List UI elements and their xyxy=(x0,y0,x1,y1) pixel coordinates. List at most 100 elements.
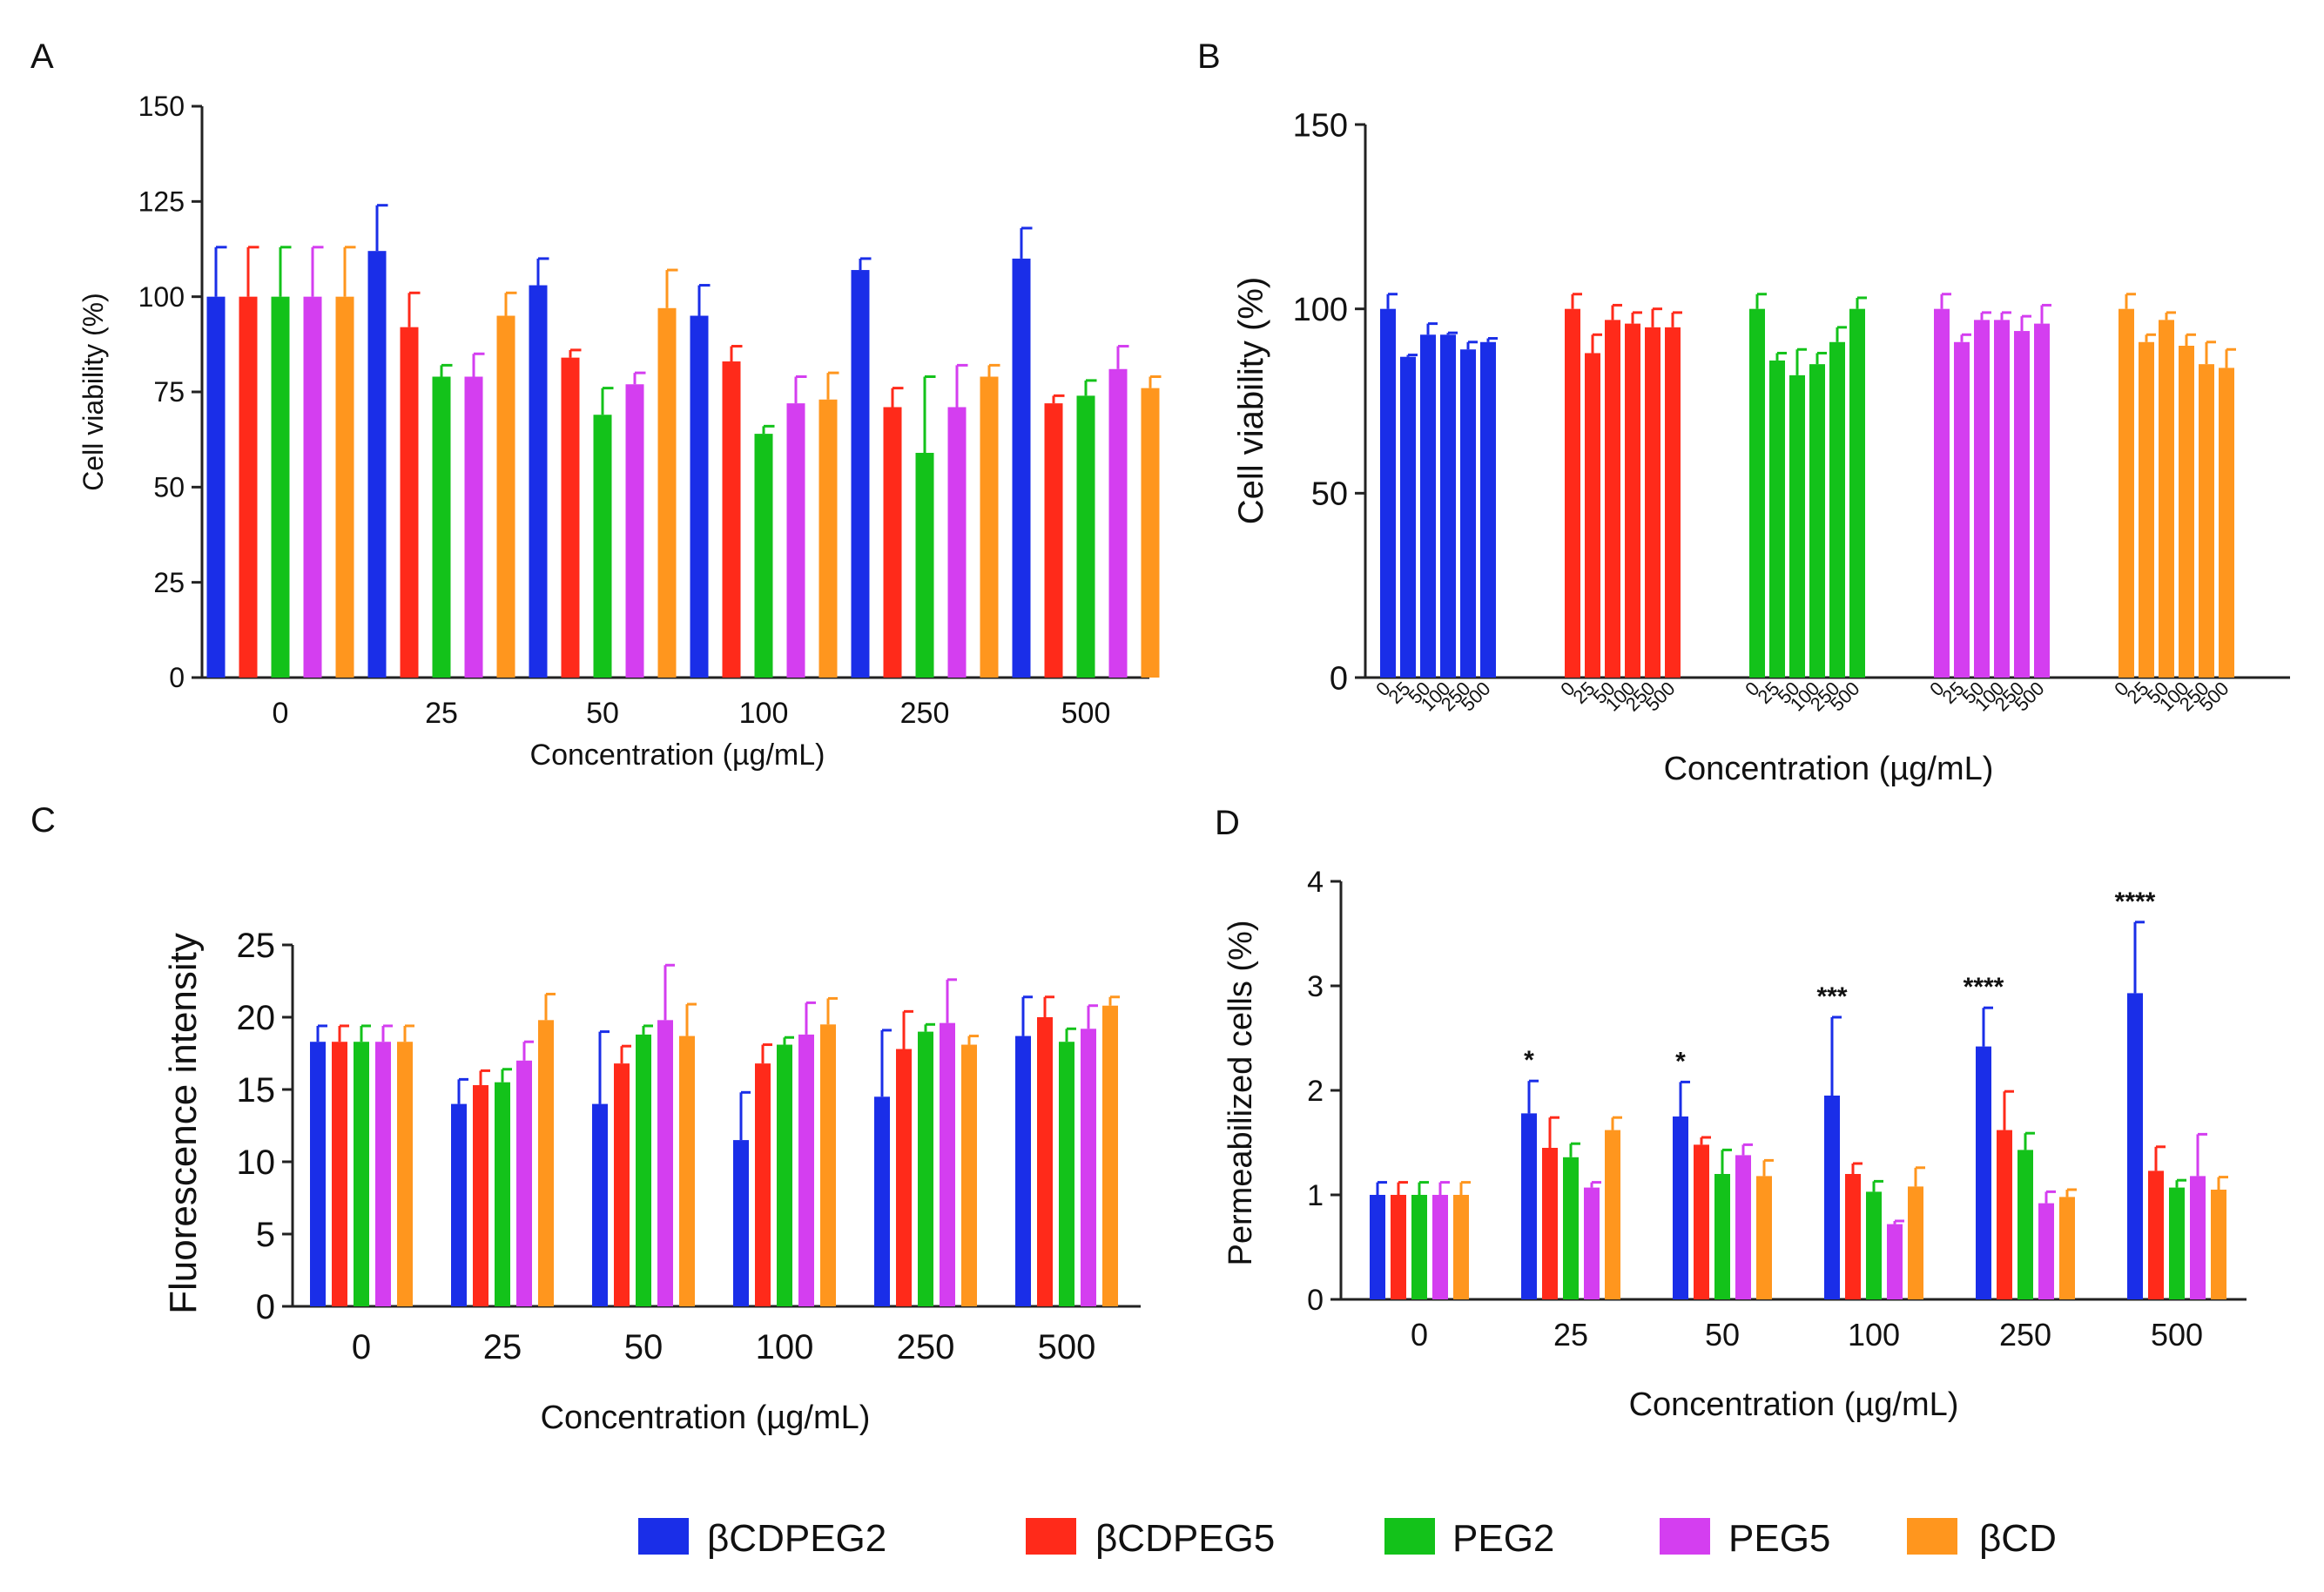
panel-c-bar-s1-c3 xyxy=(755,1063,771,1306)
panel-a-x-ticks: 0 25 50 100 250 500 xyxy=(273,697,1111,730)
panel-b-bar-s2-c4 xyxy=(1829,341,1845,678)
panel-d-x-tick-label-3: 100 xyxy=(1848,1317,1900,1353)
panel-b-y-tick-label-3: 150 xyxy=(1293,107,1348,144)
panel-c-y-tick-label-4: 20 xyxy=(237,999,276,1037)
panel-d-bar-s3-c1 xyxy=(1584,1187,1600,1299)
panel-a-bar-s1-c4 xyxy=(883,407,902,678)
panel-d-bar-s1-c5 xyxy=(2148,1170,2164,1299)
panel-d-significance-4: **** xyxy=(1964,973,2004,1002)
panel-d-bar-s4-c3 xyxy=(1908,1186,1923,1299)
panel-a-x-tick-label-1: 25 xyxy=(425,697,458,730)
panel-a-bar-s1-c1 xyxy=(400,327,419,678)
panel-b-bar-s1-c5 xyxy=(1665,327,1681,678)
panel-c-x-tick-label-5: 500 xyxy=(1038,1328,1096,1366)
panel-d-bar-s3-c5 xyxy=(2190,1176,2206,1299)
panel-c-bar-s2-c4 xyxy=(918,1031,933,1306)
panel-b-bar-s1-c3 xyxy=(1625,323,1640,678)
panel-c-x-tick-label-4: 250 xyxy=(897,1328,955,1366)
panel-a-bar-s4-c0 xyxy=(335,296,354,678)
panel-b-bar-s0-c4 xyxy=(1460,349,1476,678)
panel-d-bar-s3-c4 xyxy=(2038,1203,2054,1299)
legend-label-0: βCDPEG2 xyxy=(707,1517,886,1560)
panel-c-bar-s1-c5 xyxy=(1037,1017,1053,1306)
legend-swatch-4 xyxy=(1907,1518,1957,1555)
panel-c-bar-s1-c0 xyxy=(332,1042,347,1306)
panel-a-y-label: Cell viability (%) xyxy=(77,293,109,491)
panel-a-bar-s2-c5 xyxy=(1076,395,1095,678)
panel-a-bar-s1-c0 xyxy=(239,296,258,678)
panel-a-x-tick-label-5: 500 xyxy=(1061,697,1111,730)
panel-d-bar-s2-c5 xyxy=(2169,1187,2185,1299)
panel-c-bar-s0-c0 xyxy=(310,1042,326,1306)
legend-item-1: βCDPEG5 xyxy=(1026,1517,1275,1560)
panel-d-bar-s3-c3 xyxy=(1887,1224,1903,1299)
panel-b-bar-s3-c1 xyxy=(1954,341,1970,678)
panel-a-bar-s4-c3 xyxy=(818,399,838,678)
panel-a-bar-s4-c1 xyxy=(496,315,515,678)
panel-c-bar-s2-c2 xyxy=(636,1034,651,1306)
panel-a-bar-s2-c0 xyxy=(271,296,290,678)
panel-b-bar-s4-c1 xyxy=(2139,341,2154,678)
panel-d-bar-s1-c4 xyxy=(1997,1130,2012,1299)
panel-b-y-tick-label-1: 50 xyxy=(1311,476,1348,513)
panel-b-y-label: Cell viability (%) xyxy=(1232,277,1270,525)
panel-b-bar-s2-c1 xyxy=(1769,360,1785,678)
panel-b-bar-s2-c0 xyxy=(1749,308,1765,678)
panel-b-y-tick-label-0: 0 xyxy=(1330,660,1348,697)
panel-b-bar-s4-c2 xyxy=(2159,320,2174,678)
panel-c-bar-s3-c1 xyxy=(516,1060,532,1306)
panel-d-annotations: * **** ******** xyxy=(1524,887,2156,1076)
panel-a-bar-s0-c3 xyxy=(690,315,709,678)
panel-d-bar-s2-c4 xyxy=(2018,1150,2033,1299)
panel-a-bar-s3-c5 xyxy=(1108,368,1128,678)
panel-b-y-ticks: 0 50 100 150 xyxy=(1293,107,1365,697)
panel-d-significance-1: * xyxy=(1524,1046,1534,1075)
panel-c-bar-s0-c1 xyxy=(451,1103,467,1306)
panel-c-bar-s1-c4 xyxy=(896,1049,912,1306)
panel-d-bar-s4-c1 xyxy=(1605,1130,1620,1299)
panel-c-bar-s0-c3 xyxy=(733,1140,749,1306)
panel-a-y-tick-label-6: 150 xyxy=(138,91,185,122)
panel-c: C 0 5 10 15 20 25 0 25 50 100 250 500 Fluorescence… xyxy=(30,801,1141,1436)
panel-b-bar-s1-c1 xyxy=(1585,353,1600,678)
panel-a-x-tick-label-2: 50 xyxy=(586,697,619,730)
panel-c-bar-s2-c5 xyxy=(1059,1042,1074,1306)
panel-c-bar-s2-c1 xyxy=(495,1082,510,1306)
panel-a-y-ticks: 0 25 50 75 100 125 150 xyxy=(138,91,202,693)
panel-b-y-tick-label-2: 100 xyxy=(1293,292,1348,328)
panel-c-bars xyxy=(310,963,1120,1306)
panel-d-bar-s1-c1 xyxy=(1542,1148,1558,1299)
panel-b-x-label: Concentration (µg/mL) xyxy=(1664,751,1994,787)
panel-d-bar-s0-c5 xyxy=(2127,993,2143,1299)
panel-a-x-tick-label-4: 250 xyxy=(900,697,950,730)
panel-d-bar-s4-c0 xyxy=(1453,1195,1469,1299)
panel-a-bar-s2-c2 xyxy=(593,415,612,678)
panel-d-x-tick-label-2: 50 xyxy=(1705,1317,1740,1353)
panel-a-bar-s0-c5 xyxy=(1012,258,1031,678)
panel-d-bar-s2-c2 xyxy=(1714,1174,1730,1299)
legend-item-4: βCD xyxy=(1907,1517,2057,1560)
panel-b-bar-s2-c3 xyxy=(1809,364,1825,678)
panel-a-y-tick-label-0: 0 xyxy=(169,662,185,693)
panel-c-bar-s4-c5 xyxy=(1102,1005,1118,1306)
legend-label-4: βCD xyxy=(1979,1517,2057,1560)
panel-a-bar-s3-c0 xyxy=(303,296,322,678)
panel-c-bar-s1-c1 xyxy=(473,1085,488,1306)
panel-a-bar-s1-c5 xyxy=(1044,403,1063,678)
panel-c-bar-s2-c3 xyxy=(777,1044,792,1306)
panel-b-bar-s0-c1 xyxy=(1400,356,1416,678)
panel-d-x-label: Concentration (µg/mL) xyxy=(1629,1386,1959,1423)
panel-b-bar-s3-c3 xyxy=(1994,320,2010,678)
panel-d-y-tick-label-1: 1 xyxy=(1307,1179,1324,1212)
panel-c-x-tick-label-1: 25 xyxy=(483,1328,522,1366)
panel-d-significance-3: *** xyxy=(1816,982,1847,1011)
legend-label-3: PEG5 xyxy=(1728,1517,1830,1560)
panel-a-x-tick-label-3: 100 xyxy=(739,697,789,730)
panel-d-bar-s0-c2 xyxy=(1673,1116,1688,1299)
panel-c-bar-s4-c3 xyxy=(820,1024,836,1306)
panel-c-x-tick-label-2: 50 xyxy=(624,1328,664,1366)
panel-b-bar-s2-c5 xyxy=(1849,308,1865,678)
panel-a-bars xyxy=(206,204,1162,678)
legend-swatch-2 xyxy=(1384,1518,1435,1555)
